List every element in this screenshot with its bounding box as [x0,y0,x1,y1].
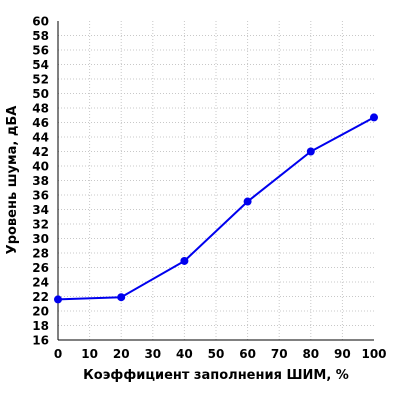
x-tick-label: 20 [113,347,130,361]
tick-labels: 0 10 20 30 40 50 60 70 80 90 100161820222426283032… [32,15,386,362]
y-tick-label: 50 [32,87,49,101]
y-tick-label: 32 [32,218,49,232]
y-tick-label: 38 [32,174,49,188]
y-tick-label: 46 [32,116,49,130]
y-tick-label: 54 [32,58,49,72]
y-axis-label: Уровень шума, дБА [5,106,20,255]
y-tick-label: 30 [32,232,49,246]
y-tick-label: 22 [32,290,49,304]
data-point [370,113,378,122]
data-point [243,197,252,206]
grid [58,21,374,340]
axes [57,21,374,341]
x-tick-label: 30 [144,347,161,361]
x-tick-label: 100 [361,347,386,361]
y-tick-label: 20 [32,305,49,319]
x-tick-label: 60 [239,347,256,361]
y-tick-label: 24 [32,276,49,290]
y-tick-label: 42 [32,145,49,159]
x-tick-label: 50 [208,347,225,361]
data-series [54,113,378,304]
y-tick-label: 44 [32,131,49,145]
y-tick-label: 48 [32,102,49,116]
y-tick-label: 56 [32,44,49,58]
y-tick-label: 40 [32,160,49,174]
y-tick-label: 26 [32,261,49,275]
x-tick-label: 10 [81,347,98,361]
y-tick-label: 16 [32,334,49,348]
x-axis-label: Коэффициент заполнения ШИМ, % [83,368,349,383]
y-tick-label: 28 [32,247,49,261]
x-tick-label: 70 [271,347,288,361]
x-tick-label: 0 [54,347,62,361]
data-point [180,256,189,265]
y-tick-label: 36 [32,189,49,203]
y-tick-label: 60 [32,15,49,29]
y-tick-label: 52 [32,73,49,87]
x-tick-label: 80 [302,347,319,361]
x-tick-label: 40 [176,347,193,361]
data-point [117,293,126,302]
y-tick-label: 58 [32,29,49,43]
y-tick-label: 34 [32,203,49,217]
data-point [306,147,315,156]
series-line [57,116,375,301]
data-point [54,295,62,304]
x-tick-label: 90 [334,347,351,361]
y-tick-label: 18 [32,319,49,333]
